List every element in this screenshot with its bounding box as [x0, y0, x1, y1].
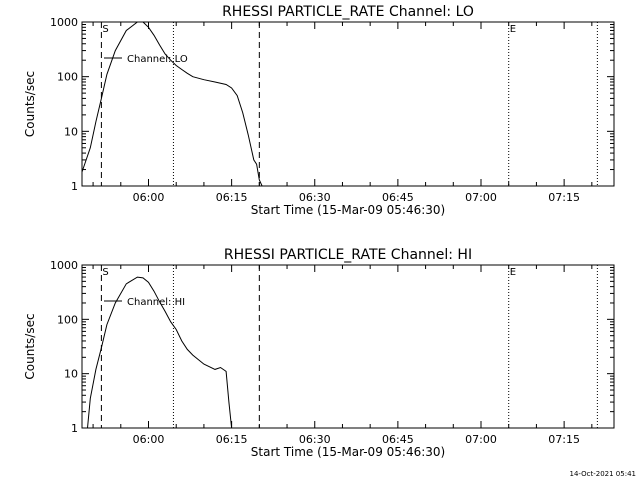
end-marker-label: E: [510, 267, 516, 278]
y-axis-label: Counts/sec: [23, 313, 37, 379]
plot-frame: [81, 264, 615, 429]
plot-frame: [81, 21, 615, 187]
start-marker-label: S: [102, 24, 108, 35]
y-tick-label: 10: [64, 368, 78, 381]
x-tick-label: 07:15: [548, 433, 580, 446]
y-tick-label: 100: [57, 313, 78, 326]
y-tick-label: 100: [57, 71, 78, 84]
x-tick-label: 07:00: [465, 191, 497, 204]
x-tick-label: 06:30: [299, 191, 331, 204]
x-tick-label: 07:00: [465, 433, 497, 446]
x-tick-label: 06:15: [216, 191, 248, 204]
chart-title: RHESSI PARTICLE_RATE Channel: LO: [222, 4, 474, 20]
x-tick-label: 06:00: [133, 433, 165, 446]
y-tick-label: 10: [64, 125, 78, 138]
x-axis-label: Start Time (15-Mar-09 05:46:30): [251, 203, 445, 217]
x-tick-label: 07:15: [548, 191, 580, 204]
x-tick-label: 06:00: [133, 191, 165, 204]
timestamp-stamp: 14-Oct-2021 05:41: [570, 470, 636, 478]
start-marker-label: S: [102, 267, 108, 278]
legend-label: Channel: HI: [127, 297, 185, 308]
end-marker-label: E: [510, 24, 516, 35]
x-axis-label: Start Time (15-Mar-09 05:46:30): [251, 445, 445, 459]
chart-hi-channel: RHESSI PARTICLE_RATE Channel: HI S E 06:00 0…: [23, 247, 615, 459]
chart-title: RHESSI PARTICLE_RATE Channel: HI: [224, 247, 472, 263]
y-tick-label: 1: [71, 180, 78, 193]
x-tick-label: 06:45: [382, 191, 414, 204]
series-line: [87, 276, 233, 428]
y-axis-label: Counts/sec: [23, 71, 37, 137]
series-line: [82, 22, 263, 186]
chart-lo-channel: RHESSI PARTICLE_RATE Channel: LO S E 06:00 0…: [23, 4, 615, 217]
x-tick-label: 06:45: [382, 433, 414, 446]
y-tick-label: 1: [71, 422, 78, 435]
legend-label: Channel: LO: [127, 54, 188, 65]
x-tick-label: 06:30: [299, 433, 331, 446]
x-tick-label: 06:15: [216, 433, 248, 446]
y-tick-label: 1000: [50, 16, 78, 29]
y-tick-label: 1000: [50, 259, 78, 272]
